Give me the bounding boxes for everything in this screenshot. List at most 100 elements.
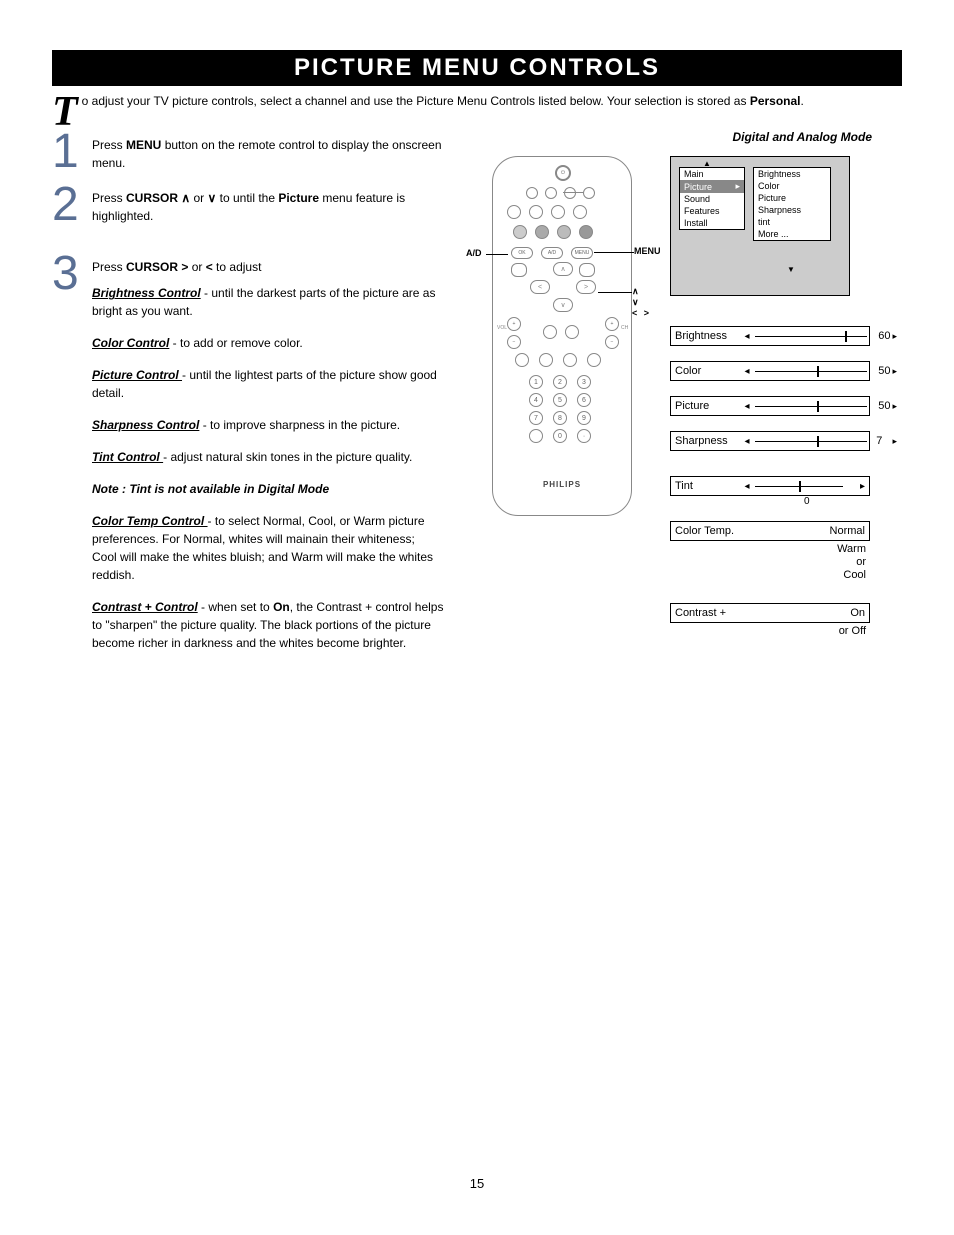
remote-btn-2 — [545, 187, 557, 199]
brightness-control-name: Brightness Control — [92, 286, 201, 300]
brightness-control-block: Brightness Control - until the darkest p… — [92, 284, 452, 320]
slider-picture: Picture ◂ 50▸ — [670, 396, 870, 416]
color-control-name: Color Control — [92, 336, 169, 350]
down-arrow-icon: ∨ — [208, 191, 217, 205]
remote-small-2 — [539, 353, 553, 367]
osd-right-color: Color — [754, 180, 830, 192]
intro-text-1: o adjust your TV picture controls, selec… — [82, 94, 750, 108]
remote-small-1 — [515, 353, 529, 367]
step-3-body: Press CURSOR > or < to adjust Brightness… — [92, 252, 452, 666]
tint-note: Note : Tint is not available in Digital … — [92, 480, 452, 498]
dpad-up-icon: ∧ — [553, 262, 573, 276]
intro-bold-personal: Personal — [750, 94, 801, 108]
step-3: 3 Press CURSOR > or < to adjust Brightne… — [52, 252, 452, 666]
sharpness-desc: to improve sharpness in the picture. — [210, 418, 400, 432]
vol-up-icon: + — [507, 317, 521, 331]
remote-cursor-label: ∧ ∨ < > — [632, 286, 652, 318]
numpad-1: 1 — [529, 375, 543, 389]
right-arrow-icon: ▸ — [735, 181, 740, 192]
step-1-menu: MENU — [126, 138, 161, 152]
remote-mid-1 — [543, 325, 557, 339]
page-number: 15 — [52, 1176, 902, 1191]
step-3-cursor-left: < — [206, 260, 213, 274]
option-colortemp-value: Normal — [830, 525, 865, 537]
page-title-bar: PICTURE MENU CONTROLS — [52, 50, 902, 86]
option-contrast-label: Contrast + — [675, 607, 726, 619]
osd-right-brightness: Brightness — [754, 168, 830, 180]
colortemp-control-name: Color Temp Control — [92, 514, 208, 528]
step-1: 1 Press MENU button on the remote contro… — [52, 130, 452, 173]
remote-btn-3 — [564, 187, 576, 199]
slider-color-thumb — [817, 366, 819, 377]
remote-btn-4 — [583, 187, 595, 199]
numpad-dot: · — [577, 429, 591, 443]
step-3-pre: Press — [92, 260, 126, 274]
numpad-alt — [529, 429, 543, 443]
step-2-picture: Picture — [278, 191, 319, 205]
remote-illustration-wrap: ⏻ O — [472, 156, 652, 516]
option-colortemp-sub: Warm or Cool — [670, 543, 870, 583]
osd-up-arrow-icon: ▲ — [703, 159, 711, 168]
remote-btn-1 — [526, 187, 538, 199]
contrast-control-name: Contrast + Control — [92, 600, 198, 614]
option-contrast: Contrast + On — [670, 603, 870, 623]
osd-left-picture-label: Picture — [684, 182, 712, 192]
numpad-5: 5 — [553, 393, 567, 407]
ch-down-icon: − — [605, 335, 619, 349]
remote-small-4 — [587, 353, 601, 367]
slider-color-valuetext: 50 — [878, 365, 890, 377]
right-tri-icon: ▸ — [892, 436, 897, 447]
numpad-6: 6 — [577, 393, 591, 407]
osd-left-main: Main — [680, 168, 744, 180]
left-arrow-icon: ◂ — [741, 481, 753, 492]
step-2-cursor: CURSOR — [126, 191, 181, 205]
philips-logo: PHILIPS — [493, 480, 631, 489]
slider-color-track — [755, 371, 867, 372]
slider-brightness-value: 60▸ — [878, 330, 897, 342]
remote-illustration: ⏻ O — [492, 156, 632, 516]
colortemp-control-block: Color Temp Control - to select Normal, C… — [92, 512, 452, 584]
slider-picture-label: Picture — [671, 400, 741, 412]
step-1-pre: Press — [92, 138, 126, 152]
osd-left-panel: Main Picture▸ Sound Features Install — [679, 167, 745, 230]
slider-picture-valuetext: 50 — [878, 400, 890, 412]
step-1-body: Press MENU button on the remote control … — [92, 130, 452, 172]
slider-sharpness-thumb — [817, 436, 819, 447]
slider-tint-track — [755, 486, 843, 487]
intro-text-2: . — [801, 94, 804, 108]
slider-picture-track — [755, 406, 867, 407]
step-3-number: 3 — [52, 252, 92, 295]
step-2-mid: or — [190, 191, 207, 205]
color-control-block: Color Control - to add or remove color. — [92, 334, 452, 352]
osd-left-install: Install — [680, 217, 744, 229]
osd-menu-mock: Main Picture▸ Sound Features Install ▲ B… — [670, 156, 850, 296]
colortemp-sep: - — [208, 514, 215, 528]
remote-menu-button: MENU — [571, 247, 593, 259]
remote-auto-l — [511, 263, 527, 277]
slider-brightness-thumb — [845, 331, 847, 342]
osd-right-tint: tint — [754, 216, 830, 228]
brightness-sep: - — [201, 286, 212, 300]
slider-brightness-valuetext: 60 — [878, 330, 890, 342]
step-2-post1: to until the — [216, 191, 278, 205]
remote-ad-button: A/D — [541, 247, 563, 259]
left-arrow-icon: ◂ — [741, 401, 753, 412]
remote-mid-2 — [565, 325, 579, 339]
slider-sharpness-value: 7 ▸ — [876, 435, 897, 447]
intro-paragraph: T o adjust your TV picture controls, sel… — [52, 92, 902, 110]
slider-picture-thumb — [817, 401, 819, 412]
step-3-post: to adjust — [213, 260, 262, 274]
tint-control-block: Tint Control - adjust natural skin tones… — [92, 448, 452, 466]
right-tri-icon: ▸ — [892, 366, 897, 377]
slider-brightness-label: Brightness — [671, 330, 741, 342]
osd-down-arrow-icon: ▼ — [787, 265, 795, 274]
vol-label: VOL — [497, 325, 507, 331]
step-1-number: 1 — [52, 130, 92, 173]
dpad-right-icon: > — [576, 280, 596, 294]
remote-color-2 — [535, 225, 549, 239]
intro-dropcap: T — [52, 92, 82, 130]
tint-control-name: Tint Control — [92, 450, 163, 464]
slider-sharpness-track — [755, 441, 867, 442]
mode-label: Digital and Analog Mode — [472, 130, 872, 144]
left-arrow-icon: ◂ — [741, 436, 753, 447]
